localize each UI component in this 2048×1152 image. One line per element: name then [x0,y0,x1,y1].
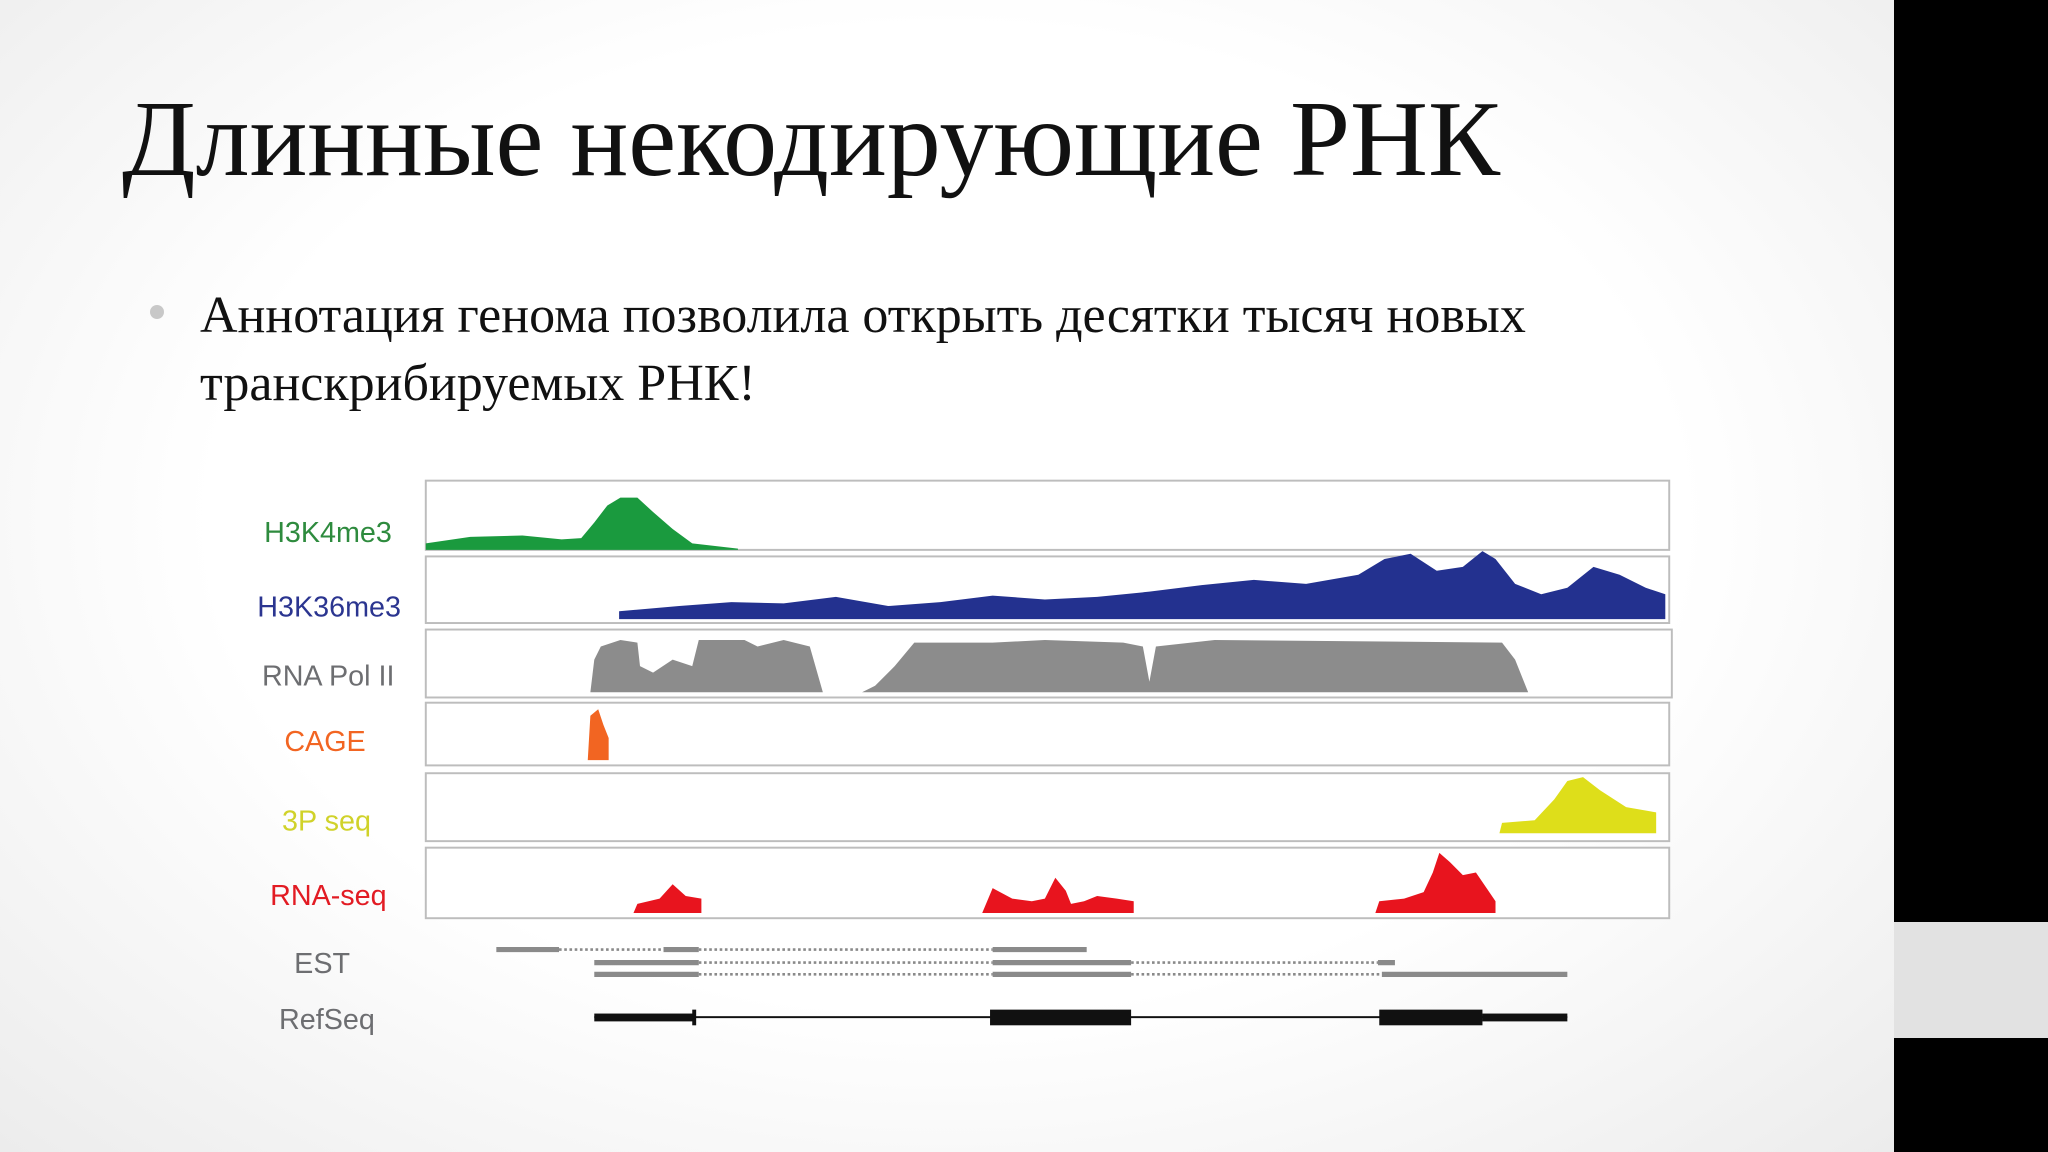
track-label: RNA-seq [270,880,387,912]
refseq-track [594,1009,1568,1026]
h3k4me3-signal [425,497,738,550]
rna-seq-signal [633,852,1496,913]
side-bar-block [1894,922,2048,1038]
track-label: RefSeq [279,1004,375,1036]
bullet-text: Аннотация генома позволила открыть десят… [200,287,1526,412]
track-label: RNA Pol II [262,661,394,693]
slide-title: Длинные некодирующие РНК [122,80,1501,199]
track-label: 3P seq [282,806,371,838]
rna-pol-ii-signal [862,640,1529,693]
h3k36me3-signal [619,551,1666,620]
track-label: H3K36me3 [257,591,401,623]
track-label: CAGE [284,726,365,758]
track-label: EST [294,948,350,980]
bullet-marker [150,305,164,319]
cage-signal [587,709,609,761]
rna-pol-ii-signal [590,640,823,693]
track-label: H3K4me3 [264,517,392,549]
est-tracks [496,946,1568,977]
3p-seq-signal [1499,777,1657,834]
